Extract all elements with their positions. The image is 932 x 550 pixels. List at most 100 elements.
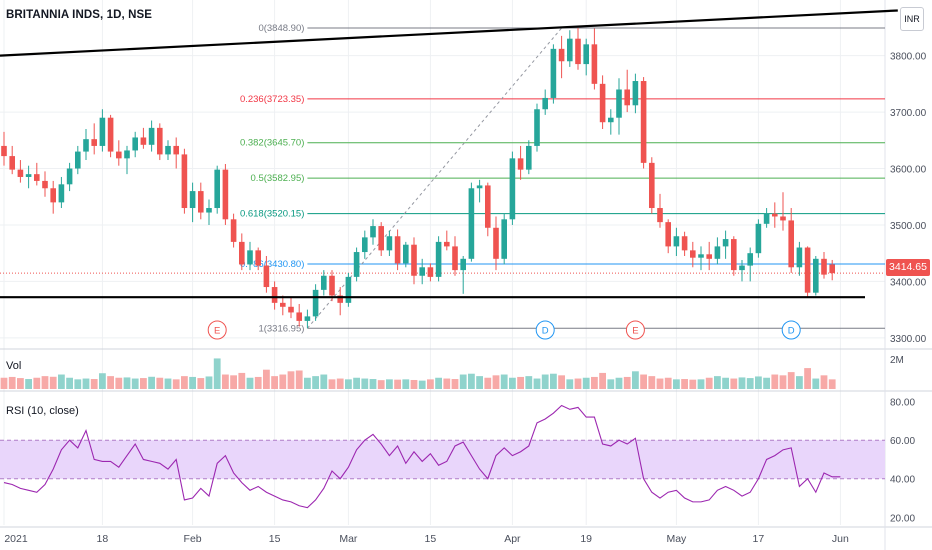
volume-bar	[345, 379, 352, 389]
volume-bar	[509, 377, 516, 389]
volume-bar	[361, 378, 369, 389]
candle-body	[690, 250, 696, 258]
volume-bar	[632, 371, 639, 389]
candle-body	[813, 258, 819, 293]
candle-body	[222, 169, 229, 220]
candle-body	[353, 252, 360, 277]
candle-body	[181, 154, 188, 209]
candle-body	[788, 220, 794, 268]
volume-bar	[312, 376, 319, 389]
candle-body	[140, 137, 147, 145]
candle-body	[42, 180, 48, 189]
candle-body	[722, 239, 729, 247]
rsi-axis-label: 80.00	[890, 398, 915, 409]
candle-body	[821, 258, 827, 275]
candle-body	[444, 241, 450, 247]
candle-body	[517, 158, 524, 170]
volume-bar	[353, 377, 360, 389]
last-price-tag: 3414.65	[886, 259, 930, 276]
volume-bar	[66, 377, 73, 389]
candle-body	[608, 117, 614, 123]
volume-bar	[148, 376, 155, 389]
volume-bar	[140, 378, 147, 389]
volume-bar	[664, 377, 672, 389]
candle-body	[9, 156, 15, 170]
volume-bar	[271, 376, 278, 389]
volume-bar	[74, 379, 82, 389]
price-axis-label: 3600.00	[890, 165, 927, 176]
volume-bar	[90, 379, 98, 389]
volume-bar	[0, 377, 8, 389]
volume-bar	[828, 379, 836, 389]
candle-body	[255, 250, 261, 266]
candle-body	[649, 162, 655, 209]
volume-bar	[746, 378, 754, 389]
fib-level-label: 0(3848.90)	[258, 23, 304, 34]
candle-body	[362, 237, 368, 253]
candle-body	[173, 145, 179, 155]
candle-body	[476, 185, 483, 189]
volume-bar	[640, 374, 647, 389]
candle-body	[189, 191, 196, 209]
candle-body	[755, 223, 762, 254]
candle-body	[509, 158, 516, 220]
volume-bar	[468, 373, 475, 389]
volume-bar	[254, 376, 262, 389]
candle-body	[99, 117, 106, 146]
volume-bar	[172, 379, 180, 389]
volume-bar	[49, 376, 57, 389]
candle-body	[1, 145, 7, 157]
volume-bar	[500, 374, 508, 389]
candle-body	[34, 174, 40, 181]
candle-body	[345, 276, 352, 303]
price-axis-label: 3800.00	[890, 52, 927, 63]
fib-level-label: 1(3316.95)	[258, 323, 304, 334]
volume-bar	[181, 376, 188, 389]
event-marker-label: D	[788, 326, 795, 337]
event-marker-label: E	[632, 326, 638, 337]
candle-body	[66, 168, 73, 185]
volume-bar	[771, 374, 779, 389]
volume-bar	[238, 372, 246, 389]
volume-bar	[8, 376, 16, 389]
candle-body	[271, 287, 278, 303]
candle-body	[394, 236, 401, 264]
volume-bar	[812, 378, 820, 389]
candle-body	[75, 151, 81, 169]
volume-bar	[263, 369, 270, 389]
candle-body	[206, 208, 212, 213]
volume-bar	[197, 378, 205, 389]
candle-body	[567, 38, 573, 62]
candle-body	[468, 188, 475, 259]
volume-bar	[287, 371, 295, 389]
candle-body	[91, 139, 97, 146]
volume-bar	[58, 374, 65, 389]
candle-body	[460, 258, 466, 271]
candle-body	[550, 48, 557, 98]
currency-badge[interactable]: INR	[900, 7, 924, 31]
rsi-axis-label: 60.00	[890, 436, 915, 447]
candle-body	[632, 81, 639, 106]
rsi-label: RSI (10, close)	[6, 405, 79, 417]
candle-body	[665, 222, 671, 247]
volume-bar	[410, 379, 418, 389]
fib-level-label: 0.236(3723.35)	[240, 94, 304, 105]
symbol-title[interactable]: BRITANNIA INDS, 1D, NSE	[6, 9, 153, 21]
volume-bar	[336, 378, 344, 389]
candle-body	[526, 145, 532, 170]
time-axis-label: 15	[269, 533, 281, 545]
candle-body	[534, 109, 540, 146]
volume-bar	[427, 379, 434, 389]
volume-bar	[681, 379, 688, 389]
volume-bar	[402, 379, 410, 389]
candle-body	[731, 239, 737, 271]
time-axis-label: 19	[580, 533, 592, 545]
candle-body	[312, 289, 319, 317]
candle-body	[378, 226, 384, 251]
volume-axis-label: 2M	[890, 355, 904, 366]
price-axis-label: 3300.00	[890, 334, 927, 345]
volume-bar	[164, 378, 172, 389]
candle-body	[435, 241, 442, 277]
candle-body	[796, 247, 803, 268]
candle-body	[239, 241, 245, 265]
